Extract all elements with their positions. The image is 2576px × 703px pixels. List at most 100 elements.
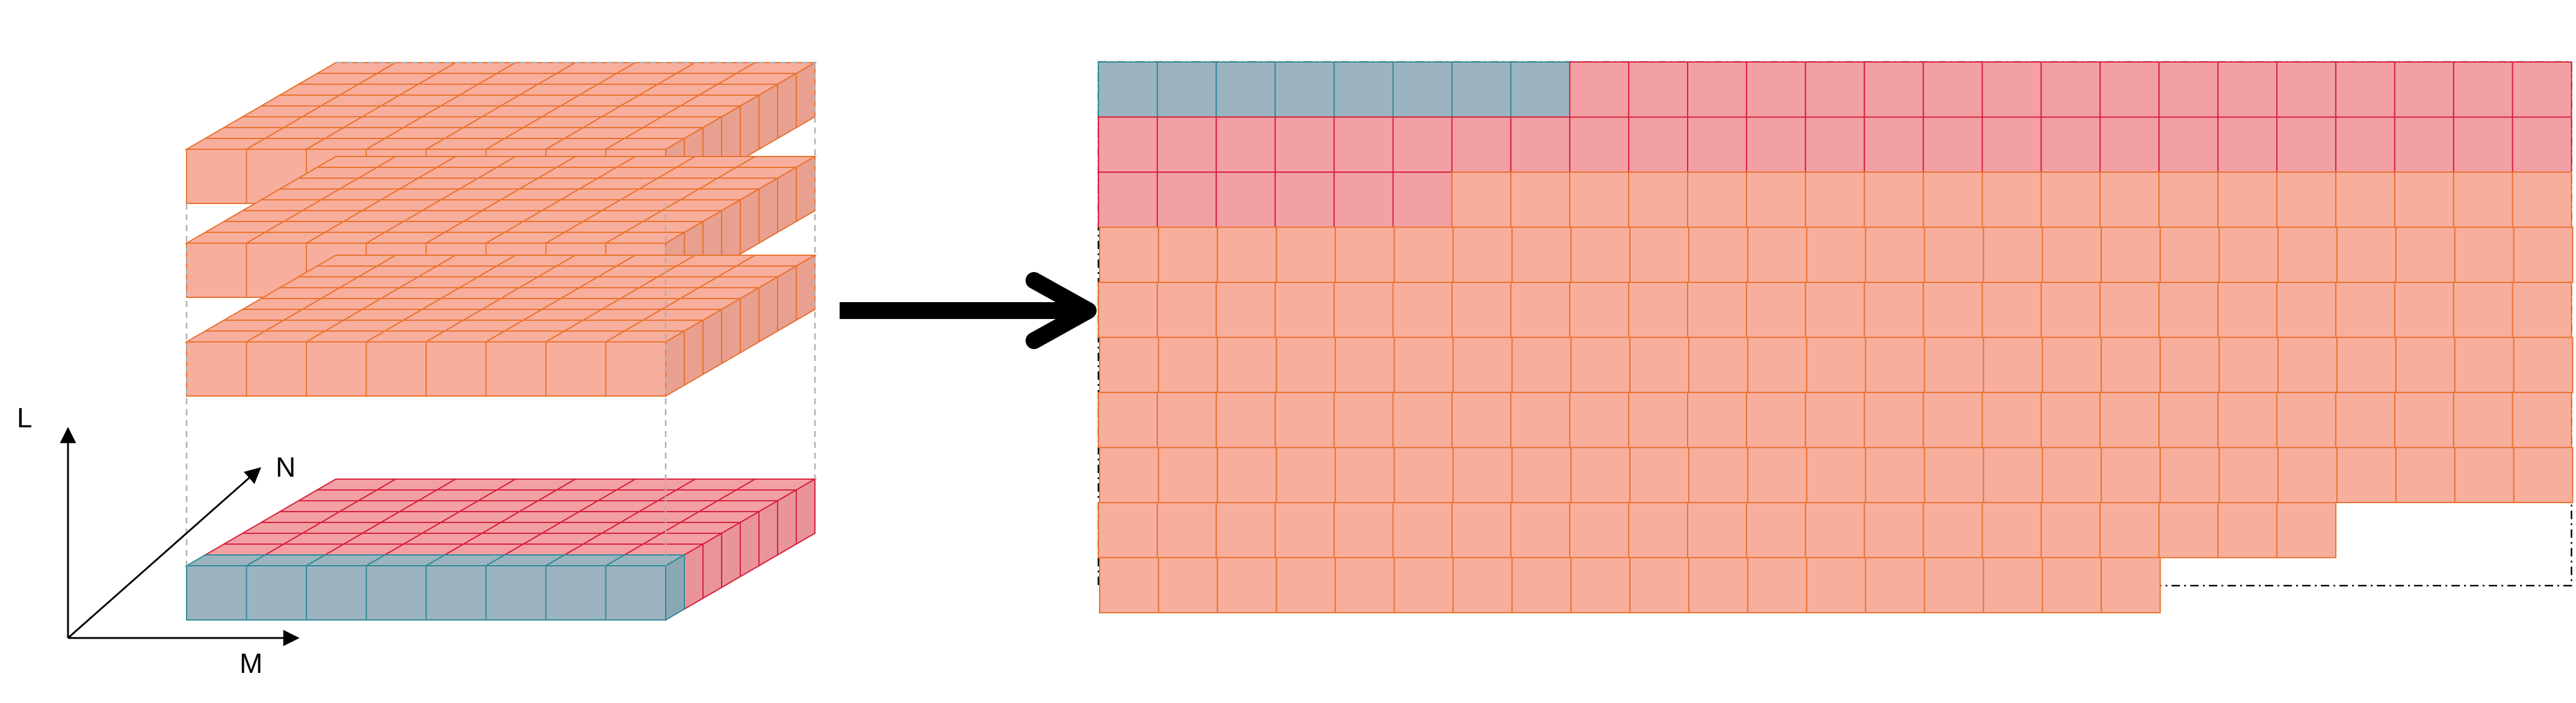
flat-cell-salmon (1511, 447, 1572, 503)
cube-side (796, 61, 816, 129)
cube-front (605, 565, 666, 621)
flat-cell-salmon (1156, 502, 1217, 559)
arrow-head-icon (1026, 272, 1097, 349)
flat-cell-salmon (1687, 172, 1747, 228)
flat-cell-salmon (2395, 336, 2456, 393)
flat-cell-salmon (1745, 282, 1806, 338)
flat-cell-salmon (1747, 447, 1807, 503)
flat-cell-teal (1333, 61, 1394, 118)
flat-cell-teal (1451, 61, 1512, 118)
flat-cell-pink (1569, 116, 1630, 173)
flat-cell-salmon (1804, 282, 1865, 338)
flat-cell-salmon (1629, 557, 1690, 613)
flat-cell-salmon (1099, 226, 1159, 283)
flat-cell-salmon (1804, 392, 1865, 448)
flat-cell-salmon (1747, 557, 1807, 613)
flat-cell-salmon (2158, 282, 2219, 338)
flat-cell-salmon (1628, 502, 1689, 559)
flat-cell-salmon (1922, 172, 1983, 228)
flat-cell-salmon (2160, 447, 2220, 503)
flat-cell-teal (1274, 61, 1335, 118)
flat-cell-salmon (2101, 447, 2161, 503)
flat-cell-salmon (1098, 282, 1158, 338)
flat-cell-salmon (1865, 557, 1925, 613)
flat-cell-salmon (2336, 226, 2397, 283)
flat-cell-salmon (2454, 336, 2515, 393)
flat-cell-salmon (1275, 226, 1336, 283)
flat-cell-salmon (1863, 282, 1924, 338)
cube-side (740, 510, 760, 578)
flat-cell-pink (1745, 61, 1806, 118)
flat-cell-salmon (1924, 447, 1984, 503)
flat-cell-salmon (2513, 447, 2574, 503)
flat-cell-salmon (2277, 336, 2338, 393)
flat-cell-salmon (2453, 172, 2513, 228)
flat-cell-salmon (2217, 282, 2278, 338)
cube-front (605, 341, 666, 397)
flat-cell-salmon (1511, 336, 1572, 393)
flat-cell-salmon (1334, 447, 1395, 503)
flat-cell-salmon (2513, 336, 2574, 393)
flat-cell-pink (1274, 172, 1335, 228)
flat-cell-pink (1922, 116, 1983, 173)
flat-cell-pink (1804, 61, 1865, 118)
flat-cell-salmon (2512, 392, 2572, 448)
flat-cell-salmon (2454, 447, 2515, 503)
flat-cell-salmon (1865, 336, 1925, 393)
flat-cell-pink (1156, 116, 1217, 173)
flat-cell-salmon (2042, 336, 2102, 393)
flat-cell-salmon (1510, 502, 1571, 559)
flat-cell-salmon (1333, 282, 1394, 338)
cube-side (777, 166, 797, 234)
flat-cell-salmon (1216, 336, 1277, 393)
flat-cell-salmon (2335, 282, 2395, 338)
flat-cell-pink (2512, 61, 2572, 118)
cube-side (665, 330, 685, 397)
flat-cell-salmon (1863, 172, 1924, 228)
flat-cell-salmon (1451, 392, 1512, 448)
flat-cell-salmon (1983, 447, 2043, 503)
cube-side (796, 478, 816, 545)
flat-cell-teal (1156, 61, 1217, 118)
flat-cell-salmon (2394, 282, 2454, 338)
cube-front (306, 341, 367, 397)
flat-cell-pink (2158, 61, 2219, 118)
flat-cell-salmon (1687, 502, 1747, 559)
tensor-layer-bottom (184, 478, 817, 621)
flat-cell-salmon (1510, 392, 1571, 448)
cube-side (796, 254, 816, 321)
flat-cell-salmon (1215, 282, 1276, 338)
flat-cell-teal (1392, 61, 1453, 118)
flat-cell-salmon (1628, 392, 1689, 448)
flat-cell-salmon (1098, 392, 1158, 448)
flat-cell-salmon (1806, 226, 1866, 283)
flat-cell-salmon (2158, 172, 2219, 228)
flat-cell-salmon (1922, 392, 1983, 448)
flat-cell-salmon (1983, 557, 2043, 613)
flat-cell-salmon (1274, 282, 1335, 338)
flat-cell-salmon (1924, 336, 1984, 393)
flat-cell-salmon (1392, 282, 1453, 338)
tensor-guide-lines (185, 61, 816, 566)
cube-side (777, 489, 797, 556)
cube-front (246, 341, 307, 397)
flat-cell-salmon (1393, 557, 1454, 613)
flat-cell-pink (2276, 116, 2336, 173)
cube-side (758, 276, 778, 343)
cube-side (740, 94, 760, 161)
flat-cell-salmon (1687, 392, 1747, 448)
flat-cell-salmon (1511, 557, 1572, 613)
cube-front (246, 565, 307, 621)
flat-cell-salmon (2158, 392, 2219, 448)
flat-cell-pink (1510, 116, 1571, 173)
flat-cell-salmon (2042, 557, 2102, 613)
cube-front (186, 341, 247, 397)
flat-cell-pink (1274, 116, 1335, 173)
flat-cell-pink (2217, 116, 2278, 173)
transform-arrow (840, 272, 1097, 349)
flat-cell-pink (1628, 61, 1689, 118)
flat-cell-salmon (1510, 172, 1571, 228)
flat-cell-pink (1098, 116, 1158, 173)
flat-cell-salmon (1275, 557, 1336, 613)
flat-cell-salmon (1628, 282, 1689, 338)
